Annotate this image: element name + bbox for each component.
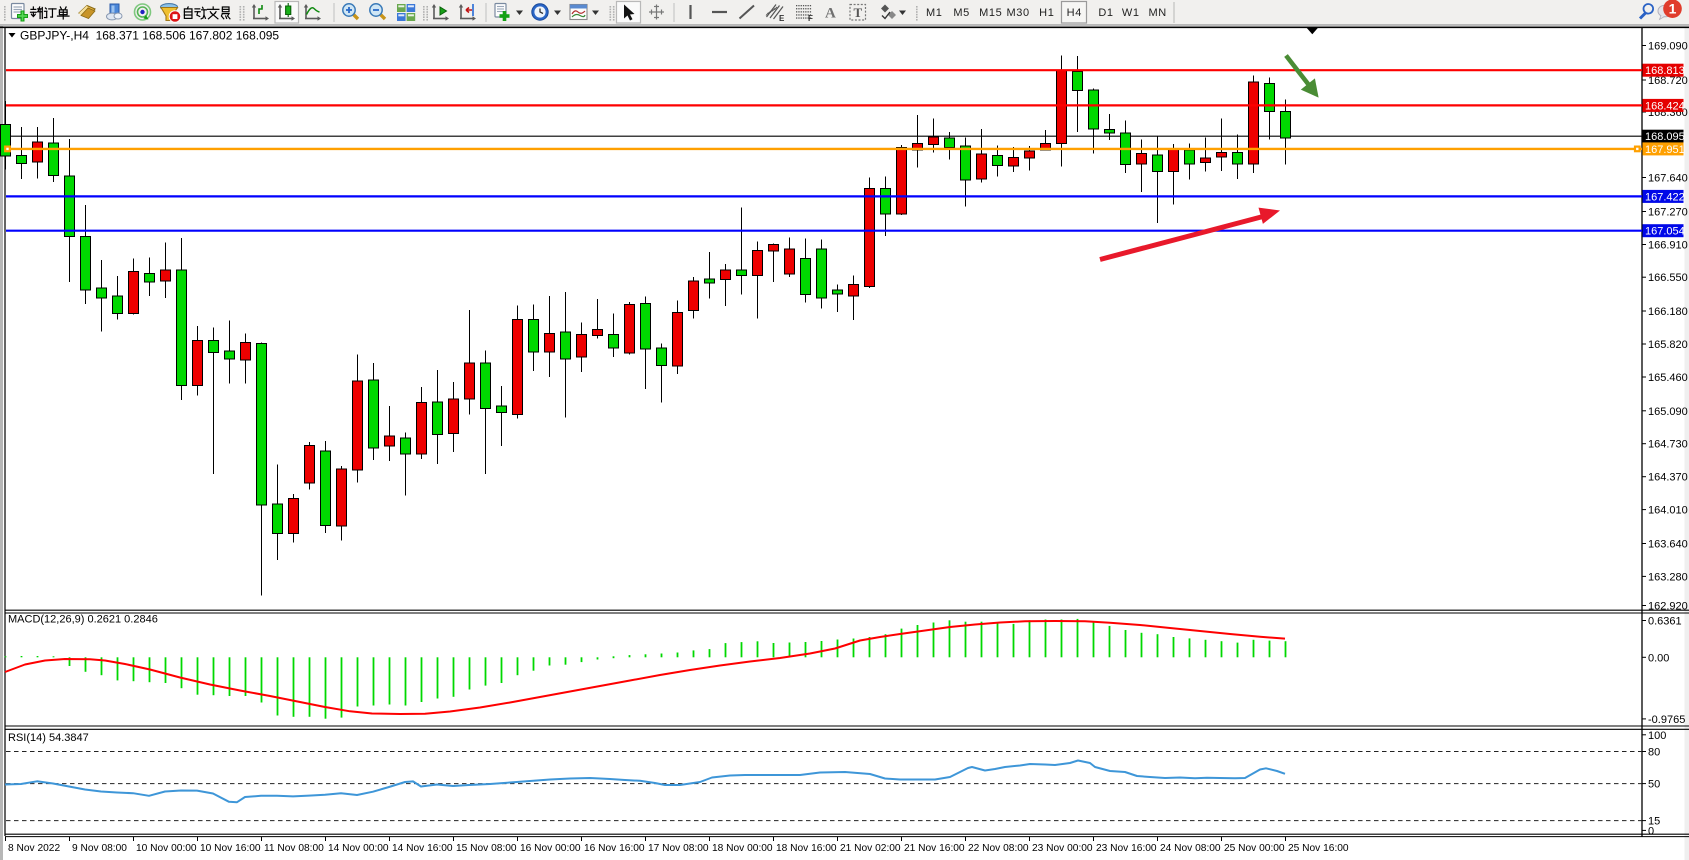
svg-text:23 Nov 16:00: 23 Nov 16:00 <box>1096 843 1157 854</box>
svg-text:25 Nov 16:00: 25 Nov 16:00 <box>1288 843 1349 854</box>
svg-text:165.460: 165.460 <box>1648 372 1688 384</box>
svg-text:0: 0 <box>1648 825 1654 837</box>
svg-text:168.813: 168.813 <box>1645 65 1685 77</box>
svg-text:15: 15 <box>1648 816 1660 828</box>
svg-text:T: T <box>854 5 863 20</box>
svg-text:168.095: 168.095 <box>1645 131 1685 143</box>
svg-text:W1: W1 <box>1122 7 1140 19</box>
svg-text:167.422: 167.422 <box>1645 191 1685 203</box>
svg-text:10 Nov 16:00: 10 Nov 16:00 <box>200 843 261 854</box>
svg-text:H4: H4 <box>1067 7 1082 19</box>
svg-text:H1: H1 <box>1039 7 1054 19</box>
svg-text:E: E <box>779 14 785 23</box>
svg-text:10 Nov 00:00: 10 Nov 00:00 <box>136 843 197 854</box>
svg-text:163.280: 163.280 <box>1648 571 1688 583</box>
svg-text:162.920: 162.920 <box>1648 601 1688 613</box>
svg-text:165.820: 165.820 <box>1648 339 1688 351</box>
svg-text:164.730: 164.730 <box>1648 439 1688 451</box>
svg-text:MN: MN <box>1149 7 1167 19</box>
svg-text:167.951: 167.951 <box>1645 144 1685 156</box>
svg-text:22 Nov 08:00: 22 Nov 08:00 <box>968 843 1029 854</box>
svg-text:21 Nov 02:00: 21 Nov 02:00 <box>840 843 901 854</box>
svg-text:-0.9765: -0.9765 <box>1648 714 1685 726</box>
svg-text:167.640: 167.640 <box>1648 173 1688 185</box>
svg-text:1: 1 <box>1669 1 1677 17</box>
svg-text:M30: M30 <box>1006 7 1029 19</box>
svg-text:MACD(12,26,9) 0.2621 0.2846: MACD(12,26,9) 0.2621 0.2846 <box>8 614 158 626</box>
svg-text:M15: M15 <box>979 7 1002 19</box>
svg-text:168.720: 168.720 <box>1648 75 1688 87</box>
svg-text:21 Nov 16:00: 21 Nov 16:00 <box>904 843 965 854</box>
svg-text:164.010: 164.010 <box>1648 505 1688 517</box>
svg-text:23 Nov 00:00: 23 Nov 00:00 <box>1032 843 1093 854</box>
svg-text:M1: M1 <box>926 7 942 19</box>
svg-text:F: F <box>808 14 813 23</box>
svg-text:16 Nov 16:00: 16 Nov 16:00 <box>584 843 645 854</box>
svg-text:11 Nov 08:00: 11 Nov 08:00 <box>264 843 324 854</box>
svg-text:16 Nov 00:00: 16 Nov 00:00 <box>520 843 581 854</box>
svg-text:100: 100 <box>1648 730 1666 742</box>
svg-text:RSI(14) 54.3847: RSI(14) 54.3847 <box>8 732 89 744</box>
svg-text:9 Nov 08:00: 9 Nov 08:00 <box>72 843 127 854</box>
svg-text:167.054: 167.054 <box>1645 226 1685 238</box>
svg-text:D1: D1 <box>1098 7 1113 19</box>
svg-text:18 Nov 00:00: 18 Nov 00:00 <box>712 843 773 854</box>
svg-text:163.640: 163.640 <box>1648 539 1688 551</box>
svg-text:8 Nov 2022: 8 Nov 2022 <box>8 843 60 854</box>
svg-text:169.090: 169.090 <box>1648 41 1688 53</box>
svg-text:167.270: 167.270 <box>1648 207 1688 219</box>
svg-text:14 Nov 00:00: 14 Nov 00:00 <box>328 843 389 854</box>
svg-text:M5: M5 <box>953 7 969 19</box>
svg-text:166.550: 166.550 <box>1648 272 1688 284</box>
svg-text:164.370: 164.370 <box>1648 472 1688 484</box>
svg-text:166.180: 166.180 <box>1648 306 1688 318</box>
svg-text:25 Nov 00:00: 25 Nov 00:00 <box>1224 843 1285 854</box>
svg-text:168.424: 168.424 <box>1645 100 1685 112</box>
svg-text:14 Nov 16:00: 14 Nov 16:00 <box>392 843 453 854</box>
svg-text:A: A <box>825 6 836 22</box>
svg-text:GBPJPY-,H4 168.371 168.506 16: GBPJPY-,H4 168.371 168.506 167.802 168.0… <box>20 29 279 43</box>
svg-text:17 Nov 08:00: 17 Nov 08:00 <box>648 843 709 854</box>
svg-text:24 Nov 08:00: 24 Nov 08:00 <box>1160 843 1221 854</box>
svg-text:15 Nov 08:00: 15 Nov 08:00 <box>456 843 517 854</box>
svg-text:0.00: 0.00 <box>1648 652 1669 664</box>
svg-text:0.6361: 0.6361 <box>1648 616 1682 628</box>
svg-text:166.910: 166.910 <box>1648 240 1688 252</box>
svg-text:80: 80 <box>1648 747 1660 759</box>
svg-text:18 Nov 16:00: 18 Nov 16:00 <box>776 843 837 854</box>
svg-text:50: 50 <box>1648 779 1660 791</box>
svg-text:165.090: 165.090 <box>1648 406 1688 418</box>
